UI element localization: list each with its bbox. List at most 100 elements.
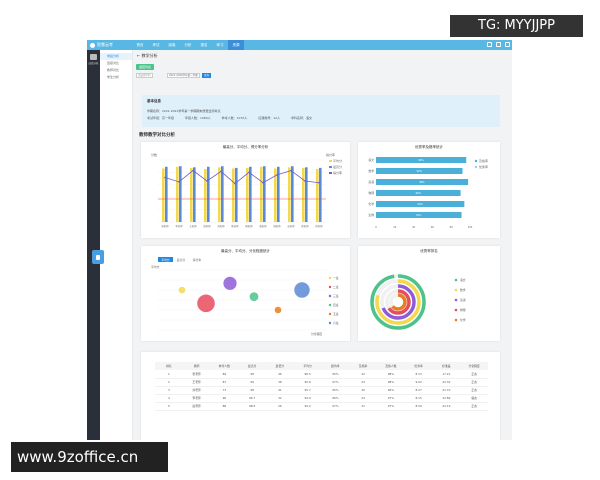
- table-row[interactable]: 2 王老师 87 99 38 95.8 97% 23 98% 9.02 22.32 正态: [155, 378, 488, 387]
- submenu-item-teacher-compare[interactable]: 教师对比: [107, 68, 120, 72]
- chart2-legend: 及格率 优秀率: [474, 158, 488, 169]
- basic-info-panel: 基本信息 学期名称：2021-2022学年第一学期期末质量监测考试 考试年级：高…: [142, 95, 500, 127]
- nav-item-exam[interactable]: 考试: [152, 43, 160, 47]
- watermark-top: TG: MYYJJPP: [450, 15, 583, 37]
- nav-item-resources[interactable]: 资源: [228, 40, 244, 50]
- table-cell: 1: [155, 370, 183, 379]
- legend-label: 一班: [333, 276, 339, 280]
- logo-text: 智慧云考: [97, 42, 113, 47]
- x-tick-label: 周老师: [273, 224, 281, 228]
- nav-item-practice[interactable]: 练习: [216, 43, 224, 47]
- settings-icon[interactable]: [496, 42, 501, 47]
- ranking-card: 优秀率排名 语文 数学 英语 物理 化学: [358, 246, 500, 341]
- user-icon[interactable]: [505, 42, 510, 47]
- chart2-title: 优秀率及格率统计: [415, 145, 443, 149]
- table-cell: 95.8: [293, 378, 322, 387]
- bar-pass-rate: [376, 157, 467, 163]
- main-nav: 首页 考试 阅卷 分析 报名 练习 资源: [132, 40, 244, 50]
- bar-average: [190, 167, 193, 222]
- y-tick-label: 数学: [368, 169, 374, 173]
- table-cell: 24: [349, 394, 377, 403]
- table-cell: 22.32: [432, 378, 461, 387]
- sidebar-item-analysis[interactable]: 成绩分析: [87, 54, 100, 65]
- tab-max[interactable]: 最高分: [177, 258, 186, 262]
- table-cell: 21.70: [432, 386, 461, 395]
- legend-swatch: [329, 172, 332, 174]
- legend-swatch: [328, 285, 332, 289]
- table-row[interactable]: 5 赵老师 88 98.6 26 95.2 97% 21 97% 8.59 22.19 正态: [155, 402, 488, 411]
- table-row[interactable]: 3 刘老师 73 98 41 95.7 95% 20 96% 8.27 21.70 正态: [155, 386, 488, 395]
- chart2-svg: 语文 96% 数学 92% 英语 98% 物理 90% 化学 94% 生物 91% 0 20 40 60 80…: [368, 157, 488, 229]
- table-header-cell: 参考人数: [210, 362, 239, 370]
- subject-select[interactable]: 请选择学科: [136, 73, 153, 78]
- table-cell: 22.89: [432, 394, 461, 403]
- back-to-list-button[interactable]: 返回列表: [136, 64, 154, 70]
- bubble: [294, 282, 310, 298]
- table-cell: 98%: [377, 370, 405, 379]
- ring-segment: [380, 284, 416, 320]
- legend-label: 数学: [460, 288, 466, 292]
- table-header-cell: 优秀率: [404, 362, 433, 370]
- message-icon[interactable]: [487, 42, 492, 47]
- info-grade: 考试年级：高一年级: [147, 116, 175, 120]
- legend-swatch: [454, 318, 458, 322]
- floating-help-tab[interactable]: [92, 250, 104, 264]
- submenu-item-score-analysis[interactable]: 成绩分析: [100, 53, 132, 60]
- primary-sidebar: 成绩分析: [87, 50, 100, 440]
- x-tick-label: 孙老师: [315, 224, 323, 228]
- bar-pass-rate: [376, 201, 465, 207]
- info-teacher-count: 任课教师：12人: [258, 116, 281, 120]
- x-tick-label: 赵老师: [203, 224, 211, 228]
- nav-item-analysis[interactable]: 分析: [184, 43, 192, 47]
- nav-item-signup[interactable]: 报名: [200, 43, 208, 47]
- table-cell: 98.6: [238, 402, 266, 411]
- bar-average: [204, 169, 207, 222]
- table-cell: 17.21: [432, 370, 461, 379]
- tab-rate[interactable]: 得分率: [193, 258, 202, 262]
- chart1-y-right-label: 得分率: [326, 152, 335, 157]
- bar-max: [235, 167, 238, 222]
- tab-average[interactable]: [158, 257, 173, 262]
- bar-average: [246, 167, 249, 222]
- info-subject: 学科名称：语文: [291, 116, 313, 120]
- legend-label: 二班: [333, 285, 339, 289]
- nav-item-marking[interactable]: 阅卷: [168, 43, 176, 47]
- table-cell: 20: [349, 386, 377, 395]
- ring-segment: [370, 274, 426, 330]
- chart3-title: 最高分、平均分、分化程度统计: [221, 249, 270, 253]
- table-cell: 98%: [377, 378, 405, 387]
- y-tick-label: 化学: [368, 202, 374, 206]
- nav-item-home[interactable]: 首页: [136, 43, 144, 47]
- bar-pass-rate: [376, 179, 469, 185]
- table-cell: 89: [210, 370, 239, 379]
- bar-max: [179, 166, 182, 222]
- term-select[interactable]: 2021-2022学年第一学期: [167, 73, 200, 78]
- table-row[interactable]: 1 张老师 89 98 46 96.5 95% 22 98% 8.13 17.21 正态: [155, 370, 488, 379]
- bar-max: [305, 167, 308, 222]
- legend-swatch: [454, 308, 458, 312]
- secondary-sidebar: 成绩分析 班级对比 教师对比 学生分析: [100, 50, 133, 440]
- submenu-item-student-analysis[interactable]: 学生分析: [107, 75, 120, 79]
- table-header-cell: 超均率: [321, 362, 350, 370]
- table-header-cell: 最高分: [238, 362, 266, 370]
- table-cell: 95%: [321, 370, 350, 379]
- ring-segment: [385, 289, 411, 315]
- table-cell: 王老师: [182, 378, 211, 387]
- app-window: 智慧云考 首页 考试 阅卷 分析 报名 练习 资源 成绩分析 成绩分析 班级对比…: [87, 40, 512, 440]
- bar-max: [165, 166, 168, 222]
- submenu-item-class-compare[interactable]: 班级对比: [107, 61, 120, 65]
- table-cell: 9.02: [404, 378, 433, 387]
- x-tick-label: 40: [412, 226, 416, 229]
- app-logo[interactable]: 智慧云考: [87, 40, 132, 50]
- table-cell: 22: [349, 370, 377, 379]
- table-cell: 94.9: [293, 394, 322, 403]
- x-tick-label: 王老师: [189, 224, 197, 228]
- query-button[interactable]: 查询: [202, 73, 211, 78]
- legend-label: 六班: [333, 321, 339, 325]
- bar-average: [260, 166, 263, 222]
- table-cell: 98: [238, 370, 266, 379]
- table-cell: 26: [266, 402, 294, 411]
- table-row[interactable]: 4 李老师 90 96.7 32 94.9 96% 24 97% 8.15 22.89 偏态: [155, 394, 488, 403]
- bar-value-label: 94%: [418, 203, 424, 206]
- table-cell: 21: [349, 402, 377, 411]
